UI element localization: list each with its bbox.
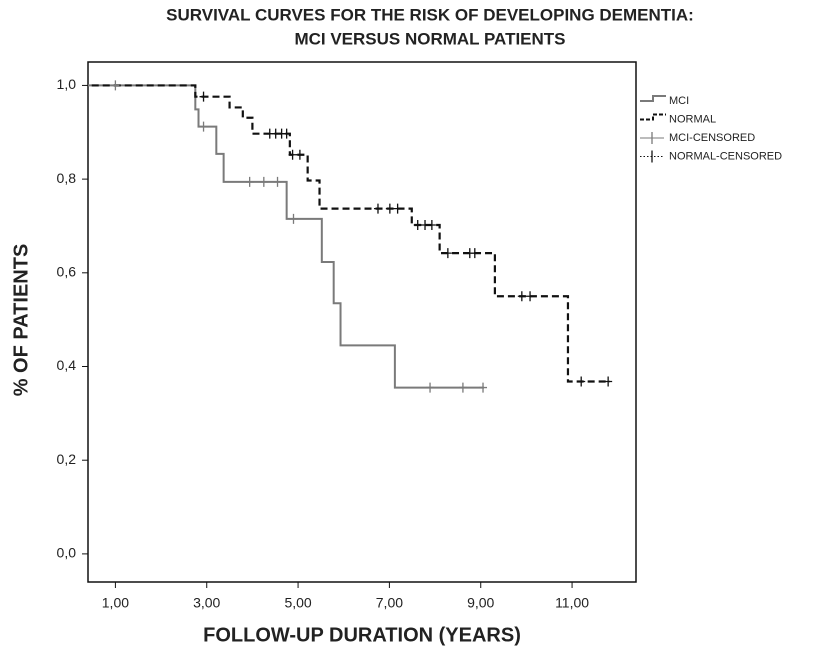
survival-curve — [88, 84, 610, 383]
y-tick-label: 0,0 — [57, 545, 77, 561]
censor-mark — [443, 248, 452, 259]
censor-mark — [604, 376, 613, 387]
legend-label: MCI — [669, 95, 689, 107]
censor-mark — [199, 91, 208, 102]
legend-swatch — [640, 95, 666, 102]
censor-mark — [245, 176, 254, 187]
x-tick-label: 1,00 — [102, 595, 129, 611]
censor-mark — [427, 220, 436, 231]
legend-label: MCI-CENSORED — [669, 132, 755, 144]
censor-mark — [517, 291, 526, 302]
y-tick-label: 0,8 — [57, 170, 77, 186]
legend-label: NORMAL — [669, 113, 716, 125]
plot-frame — [87, 61, 637, 583]
censor-mark — [458, 382, 467, 393]
censor-mark — [289, 213, 298, 224]
y-tick-label: 0,2 — [57, 451, 77, 467]
censor-mark — [282, 128, 291, 139]
censor-mark — [295, 149, 304, 160]
x-tick-label: 3,00 — [193, 595, 220, 611]
censor-mark — [111, 80, 120, 91]
censor-mark — [479, 382, 488, 393]
y-tick-label: 0,4 — [57, 357, 77, 373]
y-axis-label: % OF PATIENTS — [10, 244, 32, 397]
censor-mark — [199, 121, 208, 132]
survival-curve — [88, 84, 484, 389]
chart-subtitle: MCI VERSUS NORMAL PATIENTS — [294, 29, 565, 48]
censor-mark — [259, 176, 268, 187]
chart-title: SURVIVAL CURVES FOR THE RISK OF DEVELOPI… — [166, 5, 694, 24]
y-tick-label: 0,6 — [57, 264, 77, 280]
censor-mark — [385, 203, 394, 214]
plot-area — [88, 80, 613, 393]
censor-mark — [413, 220, 422, 231]
x-axis-label: FOLLOW-UP DURATION (YEARS) — [203, 624, 521, 646]
x-tick-label: 11,00 — [555, 595, 589, 611]
y-tick-label: 1,0 — [57, 76, 77, 92]
censor-mark — [373, 203, 382, 214]
censor-mark — [426, 382, 435, 393]
censor-mark — [526, 291, 535, 302]
x-tick-label: 7,00 — [376, 595, 403, 611]
censor-mark — [273, 176, 282, 187]
legend-label: NORMAL-CENSORED — [669, 150, 782, 162]
x-tick-label: 9,00 — [467, 595, 494, 611]
censor-mark — [288, 149, 297, 160]
censor-mark — [393, 203, 402, 214]
censor-mark — [470, 248, 479, 259]
censor-mark — [577, 376, 586, 387]
legend-swatch — [640, 113, 666, 121]
x-tick-label: 5,00 — [284, 595, 311, 611]
censor-mark — [421, 220, 430, 231]
